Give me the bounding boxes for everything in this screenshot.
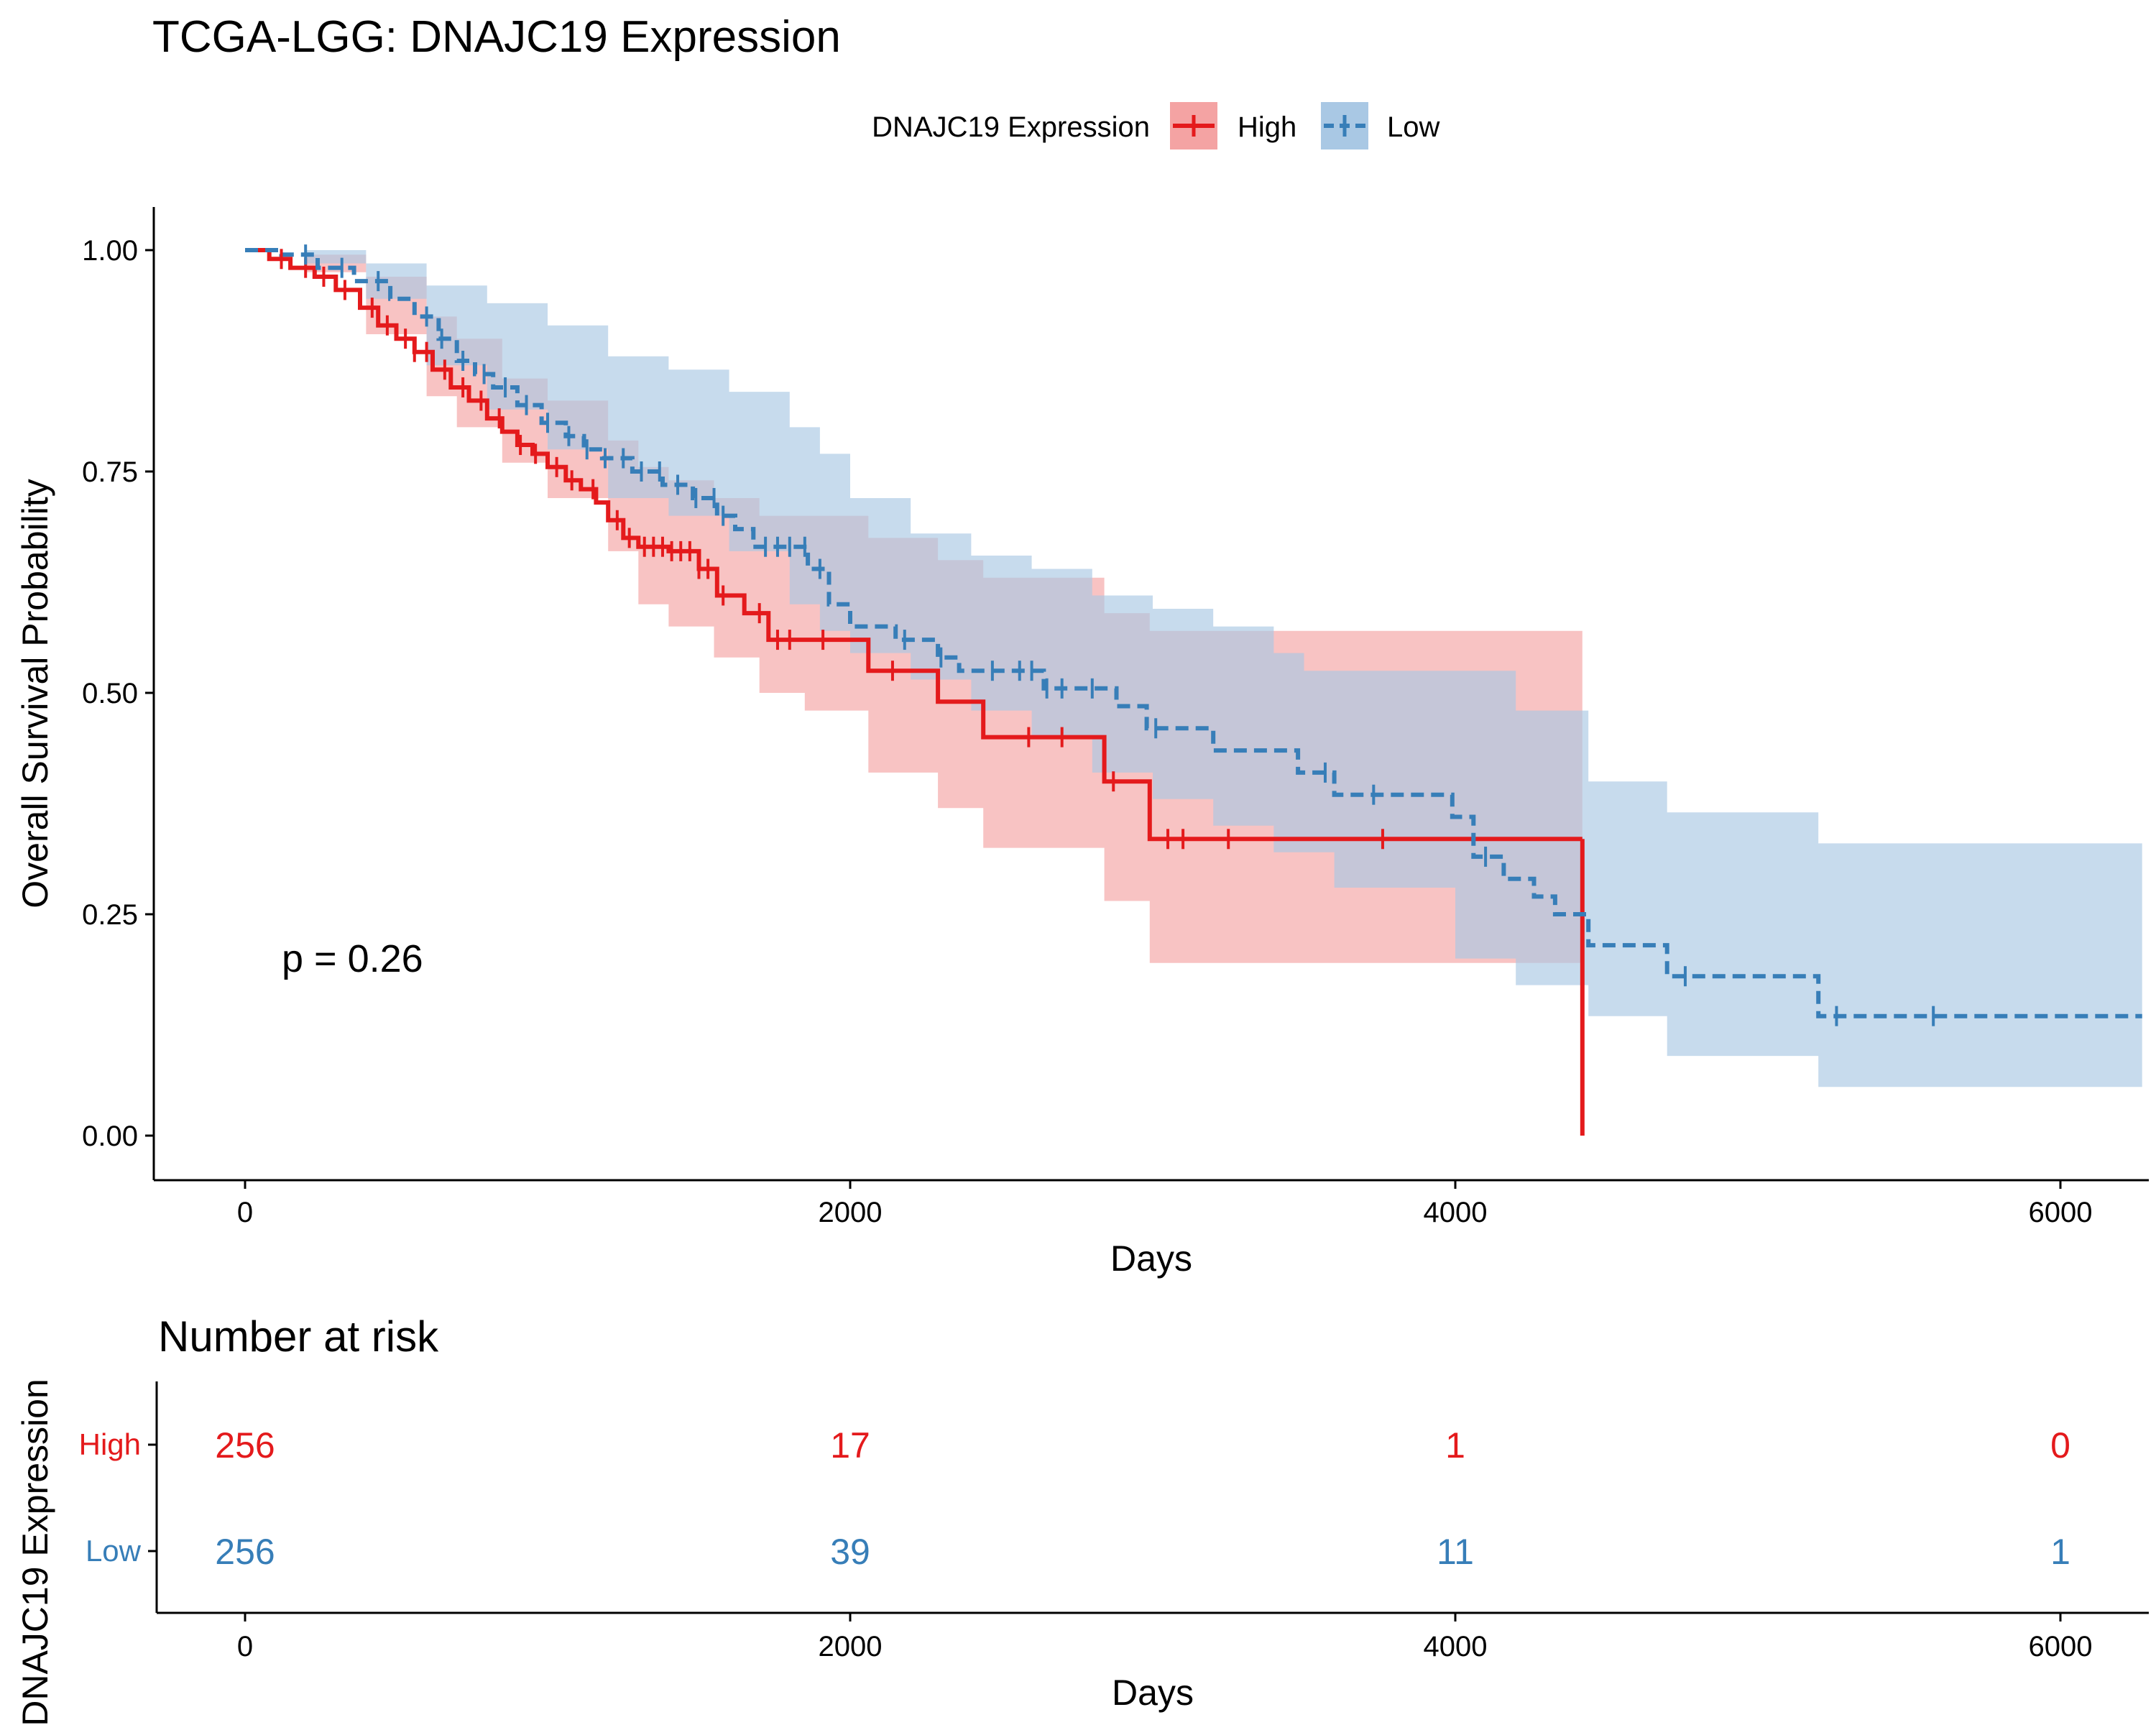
- legend-label-high: High: [1238, 111, 1296, 143]
- risk-count-low: 256: [215, 1532, 275, 1572]
- risk-count-low: 39: [830, 1532, 870, 1572]
- y-tick-label: 0.00: [82, 1121, 138, 1152]
- y-tick-label: 0.50: [82, 678, 138, 709]
- x-axis-label: Days: [1110, 1238, 1192, 1279]
- y-axis-ticks: 0.00 0.25 0.50 0.75 1.00: [82, 235, 154, 1152]
- risk-count-low: 1: [2050, 1532, 2070, 1572]
- x-tick-label: 6000: [2029, 1197, 2093, 1228]
- risk-x-tick-label: 0: [237, 1631, 253, 1662]
- y-tick-label: 0.25: [82, 899, 138, 931]
- risk-count-low: 11: [1437, 1532, 1474, 1572]
- legend-key-high: [1170, 102, 1217, 150]
- survival-plot: 0.000.250.500.751.00 0 2000 4000 6000 Days …: [15, 207, 2149, 1279]
- chart-title: TCGA-LGG: DNAJC19 Expression: [152, 12, 841, 62]
- y-axis-label: Overall Survival Probability: [15, 479, 55, 908]
- confidence-bands: [245, 250, 2142, 1087]
- risk-y-axis-label: DNAJC19 Expression: [15, 1379, 55, 1725]
- risk-row-label-low: Low: [86, 1534, 142, 1568]
- survival-curve-high: [245, 248, 1583, 842]
- x-axis-ticks: 0 2000 4000 6000: [237, 1180, 2093, 1228]
- risk-row-label-high: High: [79, 1427, 141, 1461]
- y-tick-label: 1.00: [82, 235, 138, 267]
- risk-x-tick-label: 4000: [1424, 1631, 1488, 1662]
- x-tick-label: 4000: [1424, 1197, 1488, 1228]
- risk-count-high: 1: [1445, 1425, 1465, 1466]
- risk-x-axis-ticks: 0 2000 4000 6000: [237, 1613, 2093, 1662]
- risk-x-axis-label: Days: [1112, 1673, 1194, 1713]
- legend-key-low: [1321, 102, 1368, 150]
- legend: DNAJC19 Expression High Low: [872, 102, 1439, 150]
- risk-x-tick-label: 2000: [819, 1631, 883, 1662]
- y-tick-label: 0.75: [82, 456, 138, 488]
- legend-label-low: Low: [1387, 111, 1439, 143]
- risk-table-title: Number at risk: [158, 1312, 439, 1361]
- risk-x-tick-label: 6000: [2029, 1631, 2093, 1662]
- legend-title: DNAJC19 Expression: [872, 111, 1150, 143]
- censor-marks: [280, 244, 1935, 1026]
- risk-count-high: 17: [830, 1425, 870, 1466]
- risk-count-high: 256: [215, 1425, 275, 1466]
- survival-curve-low: [245, 248, 2142, 1018]
- survival-curves: [245, 248, 2142, 1136]
- p-value-annotation: p = 0.26: [282, 937, 423, 980]
- x-tick-label: 0: [237, 1197, 253, 1228]
- confidence-band-low: [245, 250, 2142, 1087]
- risk-count-high: 0: [2050, 1425, 2070, 1466]
- x-tick-label: 2000: [819, 1197, 883, 1228]
